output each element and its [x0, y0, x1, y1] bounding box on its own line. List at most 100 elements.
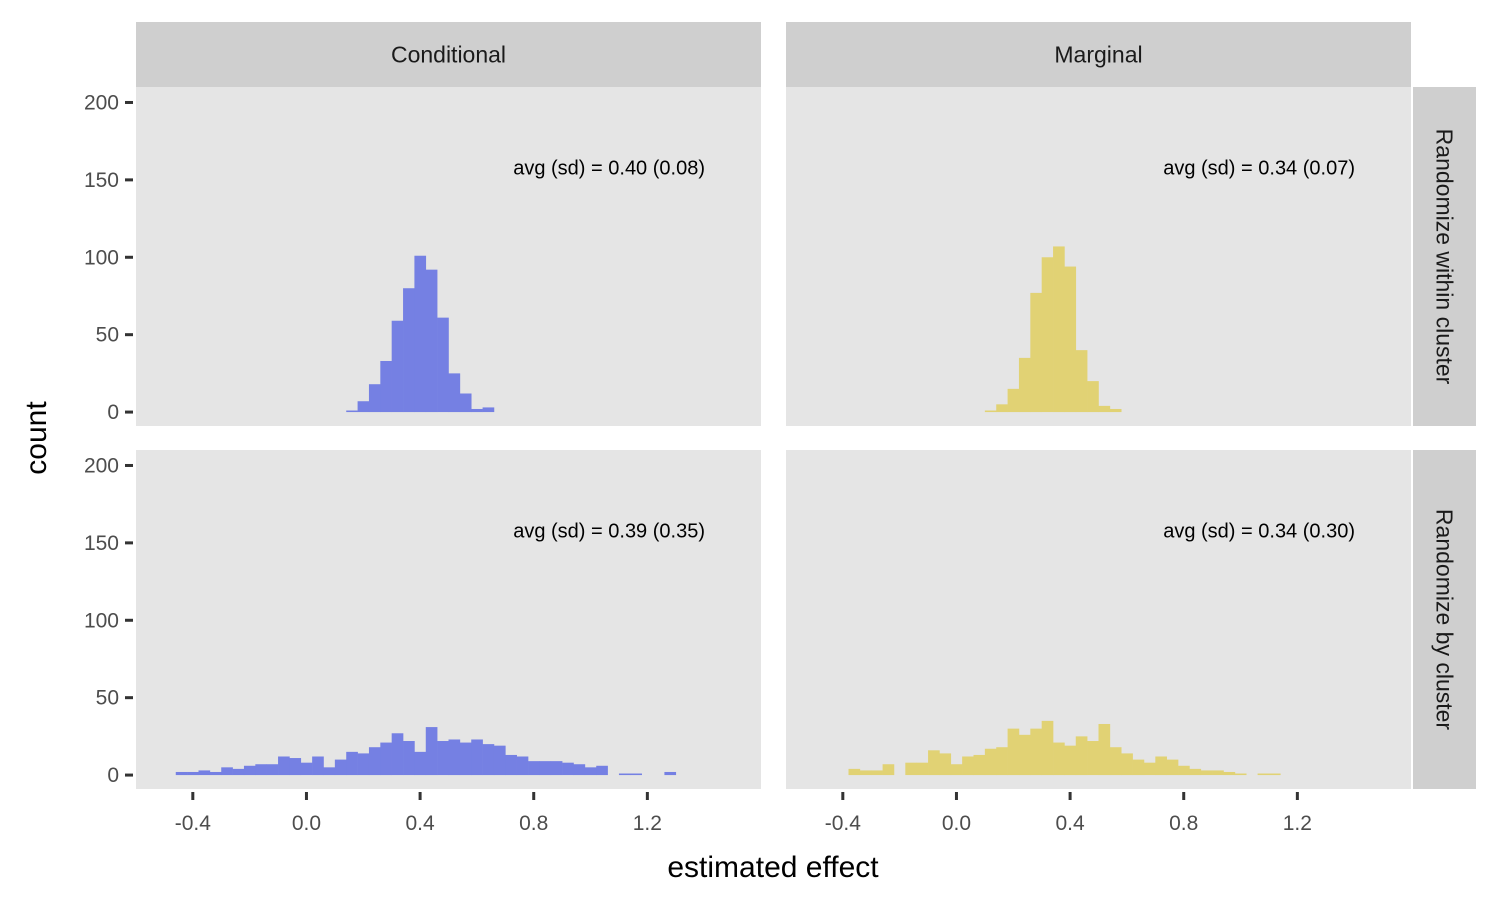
histogram-bar: [346, 410, 358, 413]
histogram-bar: [1007, 388, 1020, 413]
histogram-bar: [300, 762, 313, 776]
column-strip-marginal: [786, 22, 1411, 87]
histogram-bar: [1234, 773, 1247, 776]
histogram-bar: [368, 384, 381, 413]
histogram-bar: [198, 770, 211, 776]
histogram-bar: [255, 764, 267, 776]
histogram-bar: [357, 753, 370, 776]
row-strip-randomize-by-cluster: [1413, 450, 1476, 789]
panel-background: [786, 87, 1411, 426]
panel-conditional-randomize-by-cluster: avg (sd) = 0.39 (0.35) 0 50 100 150 200 -0.4 0.…: [84, 450, 761, 835]
histogram-bar: [1132, 759, 1145, 776]
histogram-bar: [243, 765, 256, 776]
panel-marginal-randomize-within-cluster: avg (sd) = 0.34 (0.07): [786, 87, 1411, 426]
histogram-bar: [1121, 753, 1133, 776]
histogram-bar: [221, 767, 233, 776]
histogram-bar: [1041, 720, 1054, 776]
histogram-bar: [1007, 728, 1020, 776]
histogram-bar: [1018, 734, 1031, 776]
histogram-bar: [368, 747, 381, 776]
histogram-bar: [996, 404, 1008, 413]
histogram-bar: [323, 767, 336, 776]
panel-marginal-randomize-by-cluster: avg (sd) = 0.34 (0.30) -0.4 0.0 0.4 0.8 1.2: [786, 450, 1411, 835]
histogram-bar: [493, 745, 506, 776]
histogram-bar: [1041, 257, 1054, 413]
histogram-bar: [471, 739, 483, 776]
histogram-bar: [346, 751, 358, 776]
histogram-bar: [187, 771, 199, 776]
histogram-bar: [962, 756, 974, 776]
x-tick-label: -0.4: [175, 812, 212, 835]
histogram-bar: [584, 767, 597, 776]
panel-annotation: avg (sd) = 0.39 (0.35): [513, 520, 705, 542]
histogram-bar: [437, 317, 449, 413]
histogram-bar: [996, 747, 1008, 776]
histogram-bar: [950, 764, 963, 776]
histogram-bar: [1109, 747, 1122, 776]
histogram-bar: [1018, 357, 1031, 413]
histogram-bar: [596, 765, 608, 776]
histogram-bar: [984, 410, 997, 413]
histogram-bar: [1075, 350, 1088, 413]
panels-layer: Conditional Marginal Randomize within clus…: [84, 22, 1476, 835]
histogram-bar: [175, 771, 188, 776]
histogram-bar: [630, 773, 642, 776]
histogram-bar: [1143, 762, 1156, 776]
histogram-bar: [1053, 246, 1065, 413]
histogram-bar: [1087, 741, 1099, 776]
histogram-bar: [289, 758, 302, 776]
histogram-bar: [1064, 745, 1077, 776]
histogram-bar: [984, 748, 997, 776]
panel-annotation: avg (sd) = 0.34 (0.30): [1163, 520, 1355, 542]
x-tick-label: 1.2: [1283, 812, 1312, 835]
histogram-bar: [448, 739, 461, 776]
histogram-bar: [1075, 736, 1088, 776]
y-tick-label: 50: [96, 687, 119, 710]
histogram-bar: [1098, 723, 1111, 776]
x-tick-label: 0.8: [1169, 812, 1198, 835]
histogram-bar: [425, 727, 438, 776]
y-tick-label: 150: [84, 532, 119, 555]
histogram-bar: [414, 255, 427, 413]
histogram-bar: [1155, 756, 1167, 776]
histogram-bar: [905, 762, 917, 776]
histogram-bar: [482, 407, 495, 413]
histogram-bar: [973, 754, 986, 776]
panel-conditional-randomize-within-cluster: avg (sd) = 0.40 (0.08) 0 50 100 150 200: [84, 87, 761, 426]
histogram-bar: [448, 373, 461, 413]
histogram-bar: [1189, 768, 1202, 776]
histogram-bar: [459, 393, 472, 413]
histogram-bar: [380, 742, 392, 776]
histogram-bar: [1030, 728, 1042, 776]
histogram-bar: [859, 770, 872, 776]
row-strip-label-randomize-within-cluster: Randomize within cluster: [1432, 129, 1458, 385]
histogram-bar: [871, 770, 883, 776]
histogram-bar: [1200, 770, 1213, 776]
histogram-bar: [1268, 773, 1281, 776]
histogram-bar: [482, 744, 495, 776]
histogram-bar: [403, 288, 415, 413]
y-tick-label: 0: [107, 401, 119, 424]
histogram-bar: [528, 761, 540, 776]
histogram-bar: [1087, 381, 1099, 413]
panel-background: [136, 450, 761, 789]
histogram-bar: [414, 751, 427, 776]
histogram-bar: [403, 741, 415, 776]
histogram-bar: [334, 759, 347, 776]
histogram-bar: [459, 742, 472, 776]
x-tick-label: 0.4: [405, 812, 435, 835]
histogram-bar: [209, 771, 222, 776]
histogram-bar: [550, 761, 563, 776]
histogram-bar: [391, 733, 404, 776]
y-tick-label: 50: [96, 324, 119, 347]
x-tick-label: 0.0: [292, 812, 321, 835]
histogram-bar: [391, 320, 404, 413]
y-tick-label: 100: [84, 609, 119, 632]
histogram-bar: [312, 756, 324, 776]
column-strip-label-conditional: Conditional: [391, 42, 506, 68]
x-tick-label: 0.0: [942, 812, 971, 835]
histogram-bar: [539, 761, 552, 776]
x-tick-label: 0.4: [1055, 812, 1085, 835]
histogram-bar: [882, 764, 895, 776]
histogram-bar: [916, 762, 929, 776]
